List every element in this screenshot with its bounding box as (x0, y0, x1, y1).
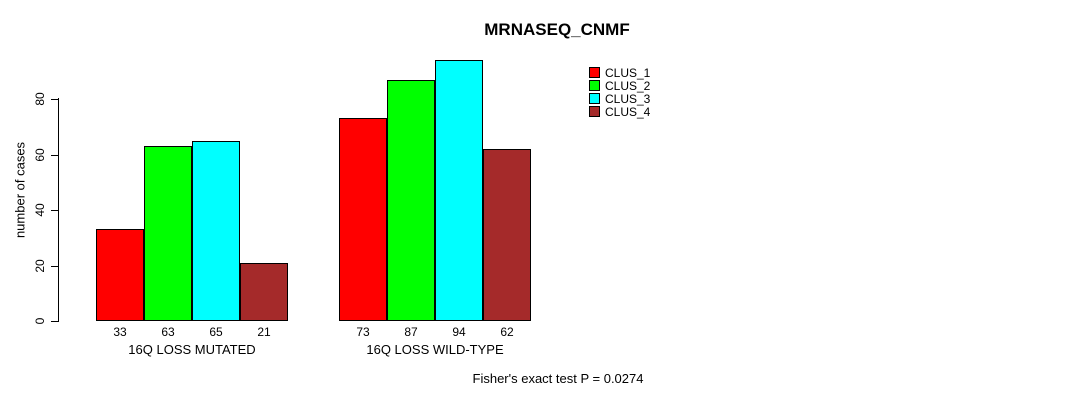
stat-annotation: Fisher's exact test P = 0.0274 (472, 371, 644, 386)
legend-swatch (589, 67, 600, 78)
bar-clus_4-group2 (483, 149, 531, 321)
bar-clus_1-group2 (339, 118, 387, 321)
y-tick (51, 266, 58, 267)
bar-value-label: 94 (452, 325, 466, 339)
y-tick-label: 0 (33, 317, 47, 325)
y-tick-label: 80 (33, 92, 47, 106)
legend-item: CLUS_3 (589, 91, 651, 106)
legend-label: CLUS_4 (605, 104, 651, 119)
bar-clus_3-group2 (435, 60, 483, 321)
legend-swatch (589, 80, 600, 91)
legend-swatch (589, 93, 600, 104)
y-tick-label: 60 (33, 148, 47, 162)
bar-clus_2-group2 (387, 80, 435, 321)
bar-value-label: 65 (209, 325, 223, 339)
bar-clus_3-group1 (192, 141, 240, 321)
legend-label: CLUS_3 (605, 91, 651, 106)
y-tick (51, 155, 58, 156)
y-tick (51, 321, 58, 322)
bar-clus_1-group1 (96, 229, 144, 321)
bar-clus_4-group1 (240, 263, 288, 321)
legend-item: CLUS_4 (589, 104, 651, 119)
legend-item: CLUS_1 (589, 65, 651, 80)
y-axis-line (58, 98, 59, 322)
bar-value-label: 87 (404, 325, 418, 339)
chart-legend: CLUS_1 CLUS_2 CLUS_3 CLUS_4 (589, 65, 651, 119)
bar-value-label: 73 (356, 325, 370, 339)
bar-clus_2-group1 (144, 146, 192, 321)
chart-title: MRNASEQ_CNMF (484, 20, 630, 39)
legend-label: CLUS_2 (605, 78, 651, 93)
category-label: 16Q LOSS MUTATED (128, 342, 256, 357)
legend-label: CLUS_1 (605, 65, 651, 80)
y-tick (51, 99, 58, 100)
bar-value-label: 62 (500, 325, 514, 339)
bar-value-label: 21 (257, 325, 271, 339)
legend-item: CLUS_2 (589, 78, 651, 93)
bar-value-label: 63 (161, 325, 175, 339)
category-label: 16Q LOSS WILD-TYPE (366, 342, 504, 357)
bar-value-label: 33 (113, 325, 127, 339)
legend-swatch (589, 106, 600, 117)
y-tick-label: 20 (33, 259, 47, 273)
y-tick (51, 210, 58, 211)
y-axis-label: number of cases (12, 141, 28, 239)
y-tick-label: 40 (33, 203, 47, 217)
